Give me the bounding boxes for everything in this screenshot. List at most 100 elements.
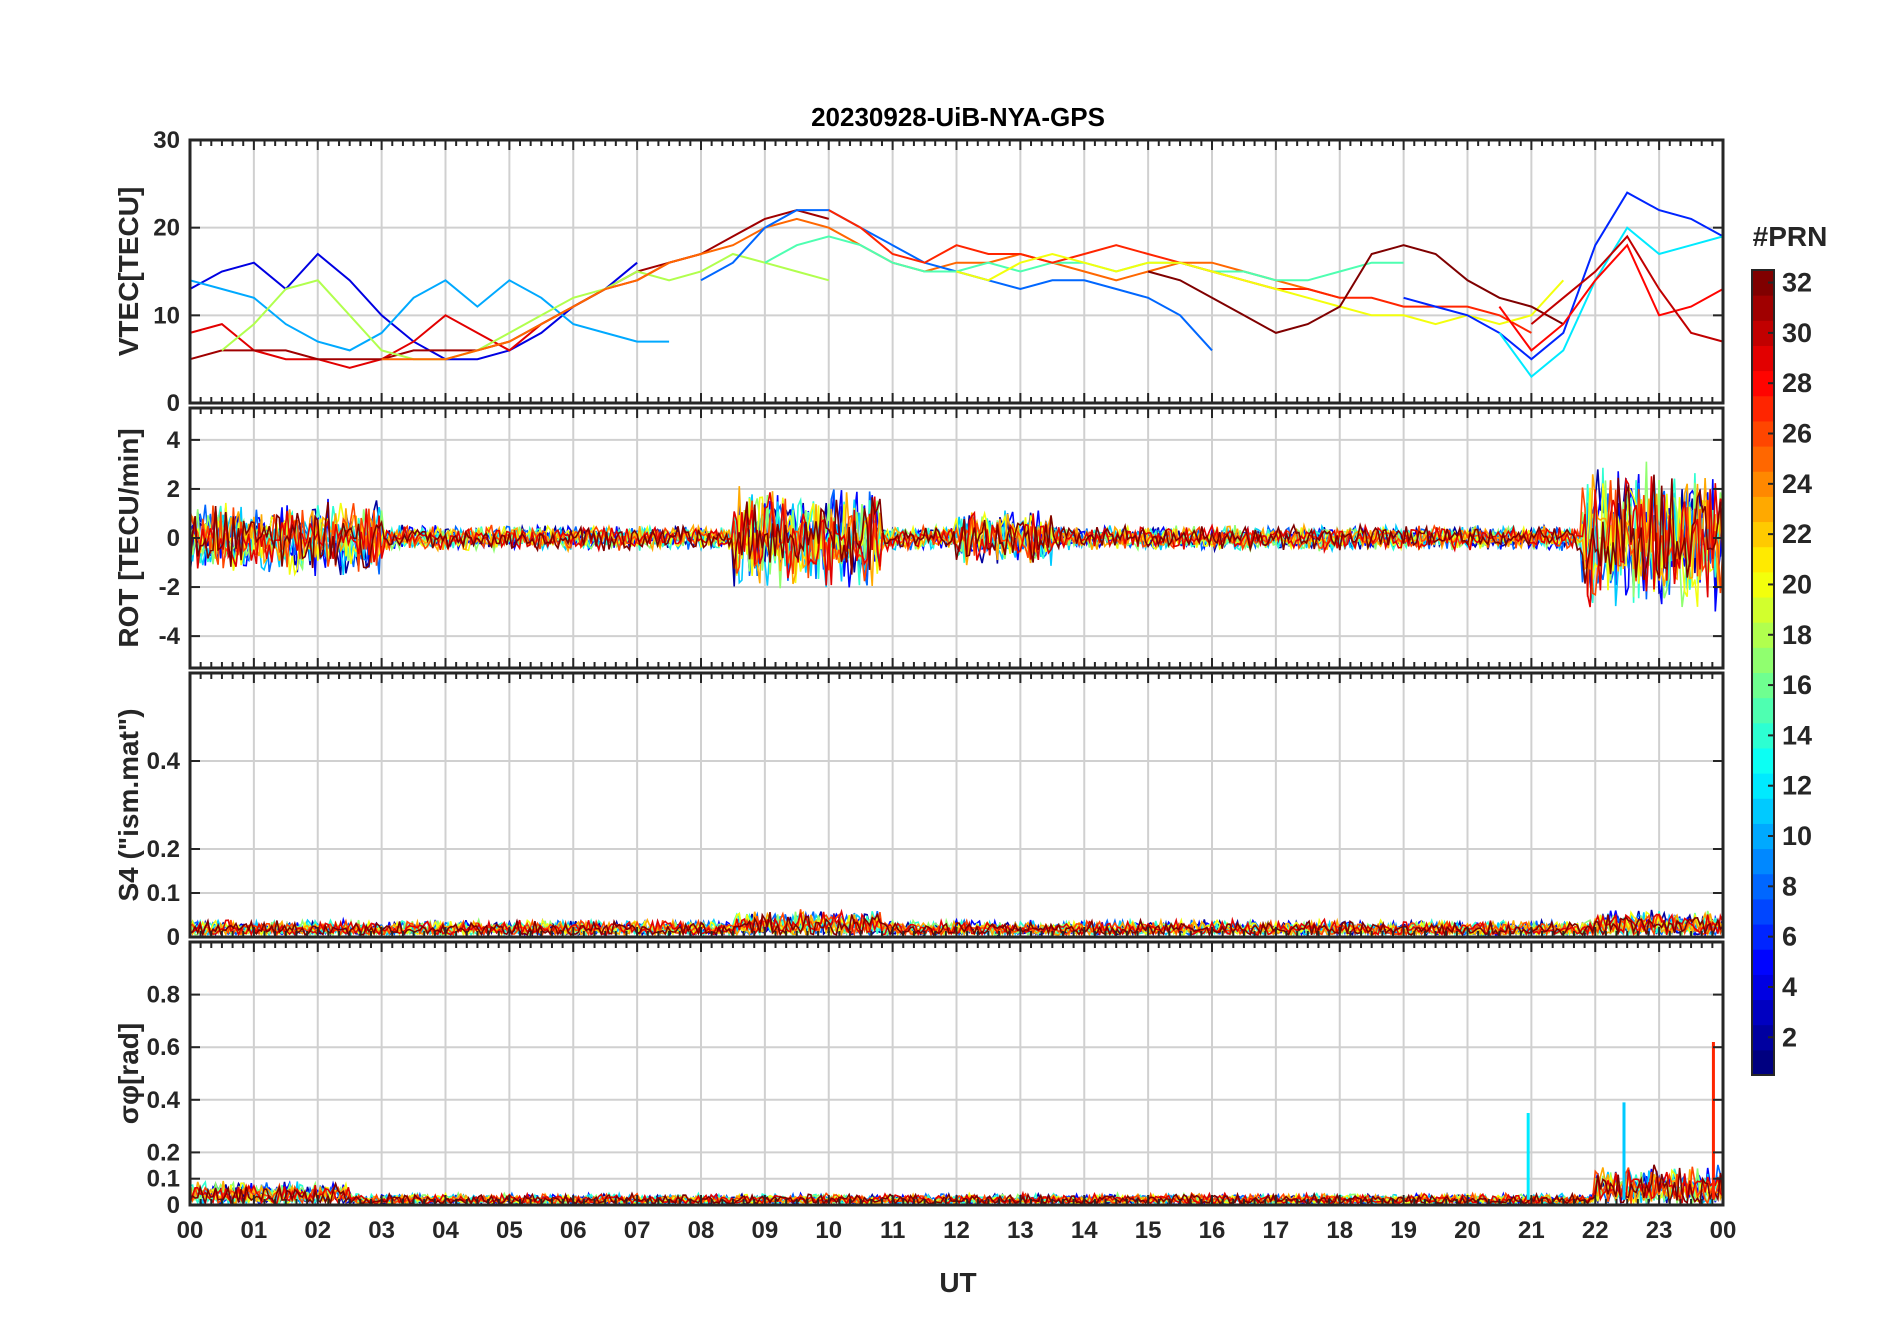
- colorbar-tick-label: 4: [1782, 972, 1797, 1002]
- rot-ylabel: ROT [TECU/min]: [113, 428, 144, 647]
- vtec-data: [189, 191, 1724, 379]
- colorbar-segment: [1752, 571, 1774, 598]
- y-tick-label: -2: [159, 574, 180, 601]
- colorbar-segment: [1752, 546, 1774, 573]
- x-tick-label: 10: [815, 1217, 842, 1244]
- colorbar-segment: [1752, 597, 1774, 623]
- colorbar-segment: [1752, 672, 1774, 699]
- colorbar-segment: [1752, 924, 1774, 950]
- colorbar-segment: [1752, 496, 1774, 523]
- rot-series-prn-26: [189, 480, 1724, 597]
- x-tick-label: 00: [1710, 1217, 1737, 1244]
- colorbar-segment: [1752, 1049, 1774, 1076]
- colorbar-segment: [1752, 270, 1774, 296]
- x-tick-label: 21: [1518, 1217, 1545, 1244]
- colorbar-tick-label: 24: [1782, 469, 1812, 499]
- x-tick-label: 01: [241, 1217, 268, 1244]
- colorbar-segment: [1752, 295, 1774, 321]
- colorbar-tick-label: 2: [1782, 1022, 1797, 1052]
- vtec-series-prn-10: [189, 279, 670, 352]
- x-tick-label: 22: [1582, 1217, 1609, 1244]
- x-tick-label: 06: [560, 1217, 587, 1244]
- colorbar-segment: [1752, 873, 1774, 900]
- panel-rot: -4 -2 0 2 4 ROT [TECU/min]: [113, 406, 1725, 670]
- colorbar-segment: [1752, 974, 1774, 1001]
- colorbar-tick-label: 10: [1782, 821, 1812, 851]
- rot-data: [189, 461, 1724, 612]
- colorbar-tick-label: 26: [1782, 419, 1812, 449]
- y-tick-label: 0.2: [147, 836, 180, 863]
- vtec-series-prn-18: [221, 252, 830, 361]
- colorbar-segment: [1752, 521, 1774, 548]
- y-tick-label: 0.6: [147, 1034, 180, 1061]
- colorbar-tick-label: 12: [1782, 771, 1812, 801]
- panel-sigma: 00.10.2 0.4 0.6 0.8σφ[rad]: [113, 940, 1725, 1219]
- x-tick-label: 08: [688, 1217, 715, 1244]
- colorbar-segment: [1752, 320, 1774, 346]
- x-tick-label: 07: [624, 1217, 651, 1244]
- colorbar-segment: [1752, 345, 1774, 372]
- colorbar-tick-label: 32: [1782, 268, 1812, 298]
- colorbar-segment: [1752, 471, 1774, 497]
- x-tick-label: 05: [496, 1217, 523, 1244]
- colorbar-segment: [1752, 395, 1774, 422]
- colorbar-segment: [1752, 647, 1774, 673]
- panel-s4: 0 0.1 0.2 0.4S4 ("ism.mat"): [113, 671, 1725, 951]
- x-tick-label: 02: [304, 1217, 331, 1244]
- colorbar-segment: [1752, 747, 1774, 774]
- vtec-series-prn-4: [189, 252, 638, 361]
- x-tick-label: 12: [943, 1217, 970, 1244]
- x-tick-label: 13: [1007, 1217, 1034, 1244]
- y-tick-label: 0.1: [147, 1166, 180, 1193]
- colorbar-tick-label: 14: [1782, 720, 1812, 750]
- colorbar-segment: [1752, 370, 1774, 397]
- y-tick-label: 0: [167, 1192, 180, 1219]
- colorbar-tick-label: 18: [1782, 620, 1812, 650]
- x-tick-label: 23: [1646, 1217, 1673, 1244]
- x-tick-label: 09: [752, 1217, 779, 1244]
- vtec-series-prn-12: [1498, 226, 1724, 379]
- x-tick-label: 19: [1390, 1217, 1417, 1244]
- x-axis-label: UT: [939, 1267, 976, 1298]
- x-tick-label: 14: [1071, 1217, 1098, 1244]
- colorbar-segment: [1752, 1024, 1774, 1051]
- y-tick-label: 0.1: [147, 880, 180, 907]
- x-tick-label: 00: [177, 1217, 204, 1244]
- y-tick-label: 0.4: [147, 1087, 181, 1114]
- vtec-ylabel: VTEC[TECU]: [113, 187, 144, 357]
- x-tick-label: 11: [880, 1217, 905, 1244]
- y-tick-label: 0: [167, 924, 180, 951]
- colorbar-label: #PRN: [1753, 221, 1828, 252]
- chart-title: 20230928-UiB-NYA-GPS: [811, 102, 1105, 132]
- vtec-series-prn-28: [1498, 243, 1724, 352]
- colorbar-segment: [1752, 898, 1774, 925]
- y-tick-label: 20: [153, 215, 180, 242]
- colorbar-tick-label: 16: [1782, 670, 1812, 700]
- colorbar-tick-label: 22: [1782, 519, 1812, 549]
- colorbar-tick-label: 30: [1782, 318, 1812, 348]
- sigma-ylabel: σφ[rad]: [113, 1023, 144, 1124]
- x-tick-label: 18: [1326, 1217, 1353, 1244]
- s4-ylabel: S4 ("ism.mat"): [113, 708, 144, 901]
- colorbar-segment: [1752, 420, 1774, 447]
- y-tick-label: 30: [153, 127, 180, 154]
- colorbar-segment: [1752, 446, 1774, 472]
- colorbar-segment: [1752, 773, 1774, 799]
- colorbar-segment: [1752, 949, 1774, 975]
- colorbar-tick-label: 8: [1782, 871, 1797, 901]
- colorbar-segment: [1752, 798, 1774, 824]
- colorbar-segment: [1752, 722, 1774, 749]
- vtec-series-prn-20: [956, 252, 1565, 326]
- rot-series-prn-32: [189, 474, 1724, 584]
- y-tick-label: -4: [159, 623, 181, 650]
- y-tick-label: 0: [167, 525, 180, 552]
- y-tick-label: 10: [153, 302, 180, 329]
- colorbar-tick-label: 28: [1782, 368, 1812, 398]
- y-tick-label: 4: [167, 427, 181, 454]
- x-tick-label: 03: [368, 1217, 395, 1244]
- panel-vtec: 0 10 20 30 VTEC[TECU]: [113, 127, 1725, 417]
- colorbar-tick-label: 6: [1782, 922, 1797, 952]
